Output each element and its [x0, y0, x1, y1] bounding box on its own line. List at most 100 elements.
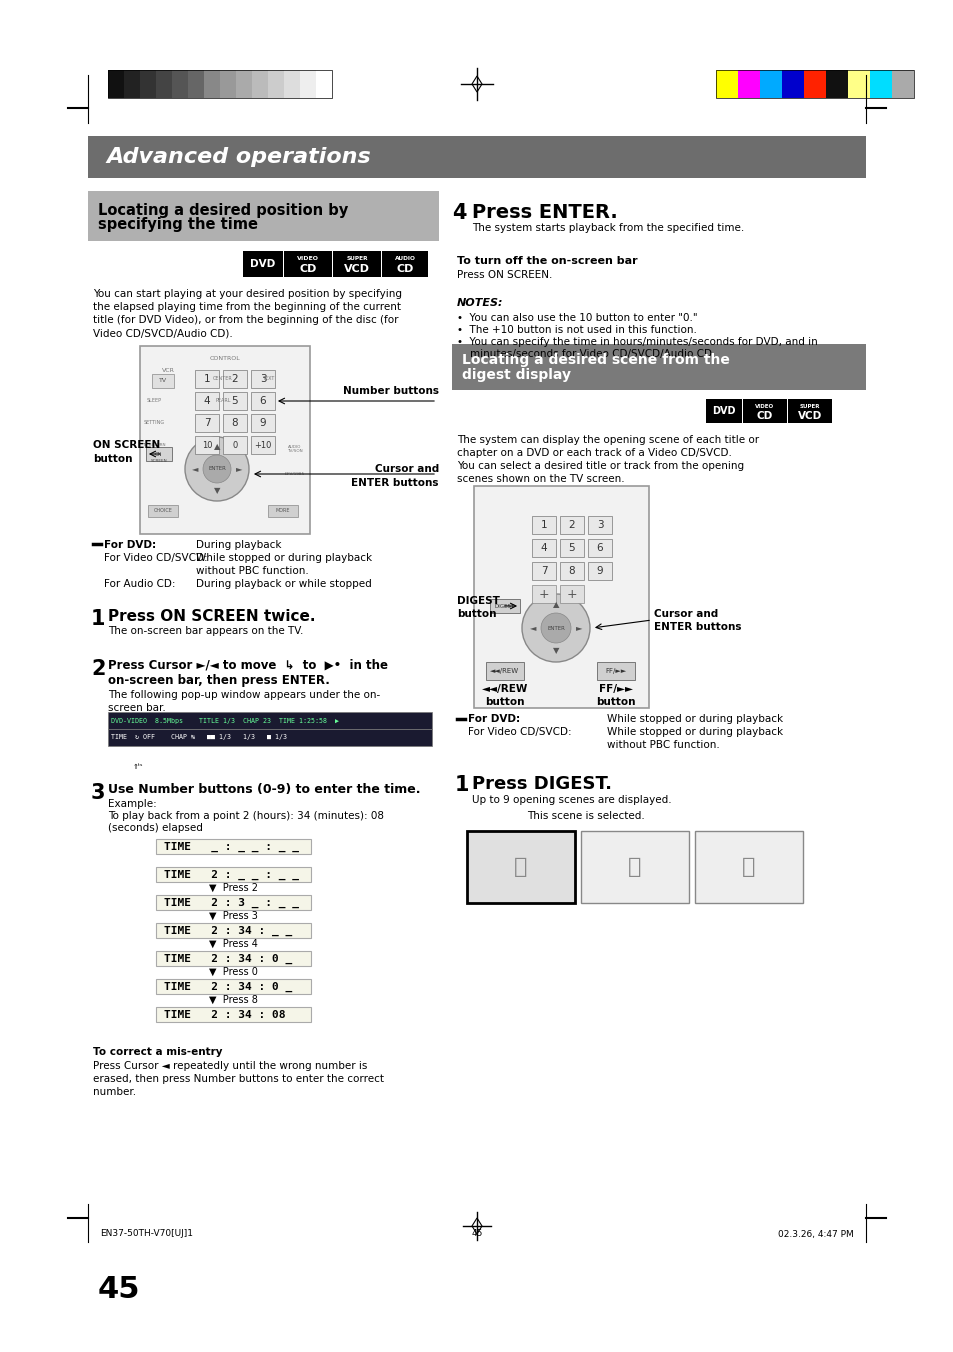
Circle shape	[185, 437, 249, 502]
Text: DVD: DVD	[712, 406, 735, 416]
Text: 6: 6	[596, 544, 602, 553]
Text: on-screen bar, then press ENTER.: on-screen bar, then press ENTER.	[108, 675, 330, 687]
Text: 1: 1	[455, 775, 469, 795]
Circle shape	[540, 612, 571, 644]
Bar	[284, 70, 299, 97]
Bar	[485, 662, 523, 680]
Text: TIME   2 : 34 : 0 _: TIME 2 : 34 : 0 _	[164, 982, 292, 991]
Bar	[251, 370, 274, 388]
Text: SCREEN: SCREEN	[151, 458, 167, 462]
Bar	[194, 435, 219, 454]
Text: TIME   2 : 34 : _ _: TIME 2 : 34 : _ _	[164, 925, 292, 936]
Text: 10: 10	[201, 441, 212, 449]
Text: 2: 2	[232, 375, 238, 384]
Text: TV: TV	[159, 379, 167, 384]
Text: PEARL: PEARL	[215, 399, 231, 403]
Text: Locating a desired position by: Locating a desired position by	[98, 203, 348, 218]
Bar	[251, 435, 274, 454]
Text: •  You can specify the time in hours/minutes/seconds for DVD, and in: • You can specify the time in hours/minu…	[456, 337, 817, 347]
Bar	[268, 506, 297, 516]
Text: TEXT: TEXT	[261, 376, 274, 381]
Text: screen bar.: screen bar.	[108, 703, 166, 713]
Circle shape	[203, 456, 231, 483]
Bar	[559, 539, 583, 557]
Text: ▲: ▲	[552, 600, 558, 610]
Text: without PBC function.: without PBC function.	[195, 566, 309, 576]
Bar	[825, 70, 847, 97]
Text: NOTES:: NOTES:	[456, 297, 503, 308]
Bar	[580, 831, 688, 903]
Text: SUPER: SUPER	[346, 257, 368, 261]
Text: TIME   _ : _ _ : _ _: TIME _ : _ _ : _ _	[164, 841, 298, 852]
Text: button: button	[456, 608, 496, 619]
Text: SETTING: SETTING	[143, 420, 164, 426]
Text: For Video CD/SVCD:: For Video CD/SVCD:	[104, 553, 208, 562]
Text: erased, then press Number buttons to enter the correct: erased, then press Number buttons to ent…	[92, 1073, 384, 1084]
Text: Press ENTER.: Press ENTER.	[472, 203, 618, 222]
Text: 9: 9	[259, 418, 266, 429]
Text: For Video CD/SVCD:: For Video CD/SVCD:	[468, 727, 571, 737]
Text: ▲: ▲	[213, 442, 220, 452]
Text: ▼  Press 4: ▼ Press 4	[209, 940, 257, 949]
Bar	[268, 70, 284, 97]
Text: Locating a desired scene from the: Locating a desired scene from the	[461, 353, 729, 366]
Bar	[695, 831, 802, 903]
Text: TV RETURN: TV RETURN	[142, 443, 166, 448]
Bar	[559, 562, 583, 580]
Text: minutes/seconds for Video CD/SVCD/Audio CD.: minutes/seconds for Video CD/SVCD/Audio …	[456, 349, 715, 360]
Bar	[223, 414, 247, 433]
Bar	[188, 70, 204, 97]
Text: ENTER: ENTER	[546, 626, 564, 630]
Text: Press ON SCREEN twice.: Press ON SCREEN twice.	[108, 608, 315, 625]
Text: CENTER: CENTER	[213, 376, 233, 381]
Text: 1: 1	[540, 521, 547, 530]
Text: DIGEST: DIGEST	[495, 603, 515, 608]
Text: 7: 7	[540, 566, 547, 576]
Bar	[452, 343, 865, 389]
Bar	[284, 251, 332, 277]
Text: button: button	[485, 698, 524, 707]
Bar	[559, 585, 583, 603]
Bar	[108, 713, 432, 729]
Bar	[738, 70, 760, 97]
Bar	[587, 539, 612, 557]
Bar	[172, 70, 188, 97]
Text: Example:: Example:	[108, 799, 156, 808]
Text: While stopped or during playback: While stopped or during playback	[195, 553, 372, 562]
Text: For DVD:: For DVD:	[468, 714, 519, 725]
Text: ENTER buttons: ENTER buttons	[351, 479, 438, 488]
Bar	[156, 979, 311, 994]
Bar	[490, 599, 519, 612]
Bar	[194, 370, 219, 388]
Bar	[597, 662, 635, 680]
Text: CD: CD	[299, 264, 316, 274]
Bar	[333, 251, 380, 277]
Text: ENTER buttons: ENTER buttons	[654, 622, 740, 631]
Text: Cursor and: Cursor and	[375, 464, 438, 475]
Bar	[803, 70, 825, 97]
Text: 2: 2	[91, 658, 106, 679]
Text: •  You can also use the 10 button to enter "0.": • You can also use the 10 button to ente…	[456, 314, 697, 323]
Bar	[467, 831, 575, 903]
Text: 8: 8	[568, 566, 575, 576]
Text: For Audio CD:: For Audio CD:	[104, 579, 175, 589]
Text: TIME  ↻ OFF    CHAP ↹   ■■ 1/3   1/3   ■ 1/3: TIME ↻ OFF CHAP ↹ ■■ 1/3 1/3 ■ 1/3	[111, 734, 287, 741]
Text: 45: 45	[471, 1229, 482, 1238]
Text: TIME   2 : _ _ : _ _: TIME 2 : _ _ : _ _	[164, 869, 298, 880]
Text: TIME  ――: TIME ――	[111, 756, 143, 763]
Text: 3: 3	[91, 783, 106, 803]
Text: VCR: VCR	[161, 368, 174, 373]
Bar	[152, 375, 173, 388]
Text: 9: 9	[596, 566, 602, 576]
Bar	[252, 70, 268, 97]
Bar	[587, 516, 612, 534]
Bar	[251, 392, 274, 410]
Text: TIME   2 : 34 : 08: TIME 2 : 34 : 08	[164, 1010, 285, 1019]
Bar	[88, 191, 438, 241]
Text: 3: 3	[596, 521, 602, 530]
Text: VIDEO: VIDEO	[755, 403, 774, 408]
Text: 0: 0	[233, 441, 237, 449]
Bar	[156, 867, 311, 882]
Text: Use Number buttons (0-9) to enter the time.: Use Number buttons (0-9) to enter the ti…	[108, 783, 420, 796]
Text: CD: CD	[395, 264, 414, 274]
